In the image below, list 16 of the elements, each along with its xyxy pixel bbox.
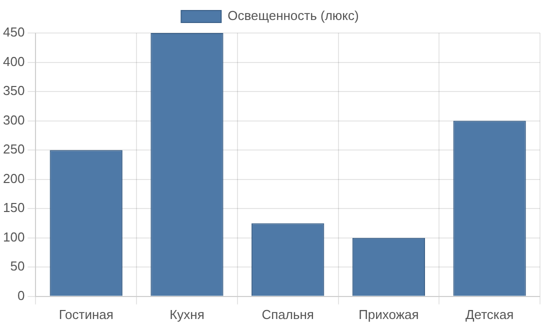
y-tick-label: 250 bbox=[2, 142, 25, 157]
y-tick-label: 150 bbox=[2, 200, 25, 216]
x-tick-label: Детская bbox=[465, 306, 514, 322]
legend-label: Освещенность (люкс) bbox=[228, 8, 359, 24]
y-tick-label: 400 bbox=[2, 54, 25, 69]
x-tick-label: Гостиная bbox=[58, 306, 114, 322]
y-tick-label: 300 bbox=[2, 112, 25, 128]
y-tick-label: 0 bbox=[17, 288, 25, 303]
x-tick-label: Кухня bbox=[170, 306, 204, 322]
y-tick-label: 200 bbox=[2, 170, 25, 186]
x-tick-label: Прихожая bbox=[358, 306, 419, 322]
y-tick-label: 100 bbox=[2, 229, 25, 244]
y-tick-label: 50 bbox=[10, 258, 25, 274]
y-tick-label: 350 bbox=[2, 83, 25, 98]
x-tick-label: Спальня bbox=[262, 306, 314, 322]
y-tick-label: 450 bbox=[2, 24, 25, 40]
